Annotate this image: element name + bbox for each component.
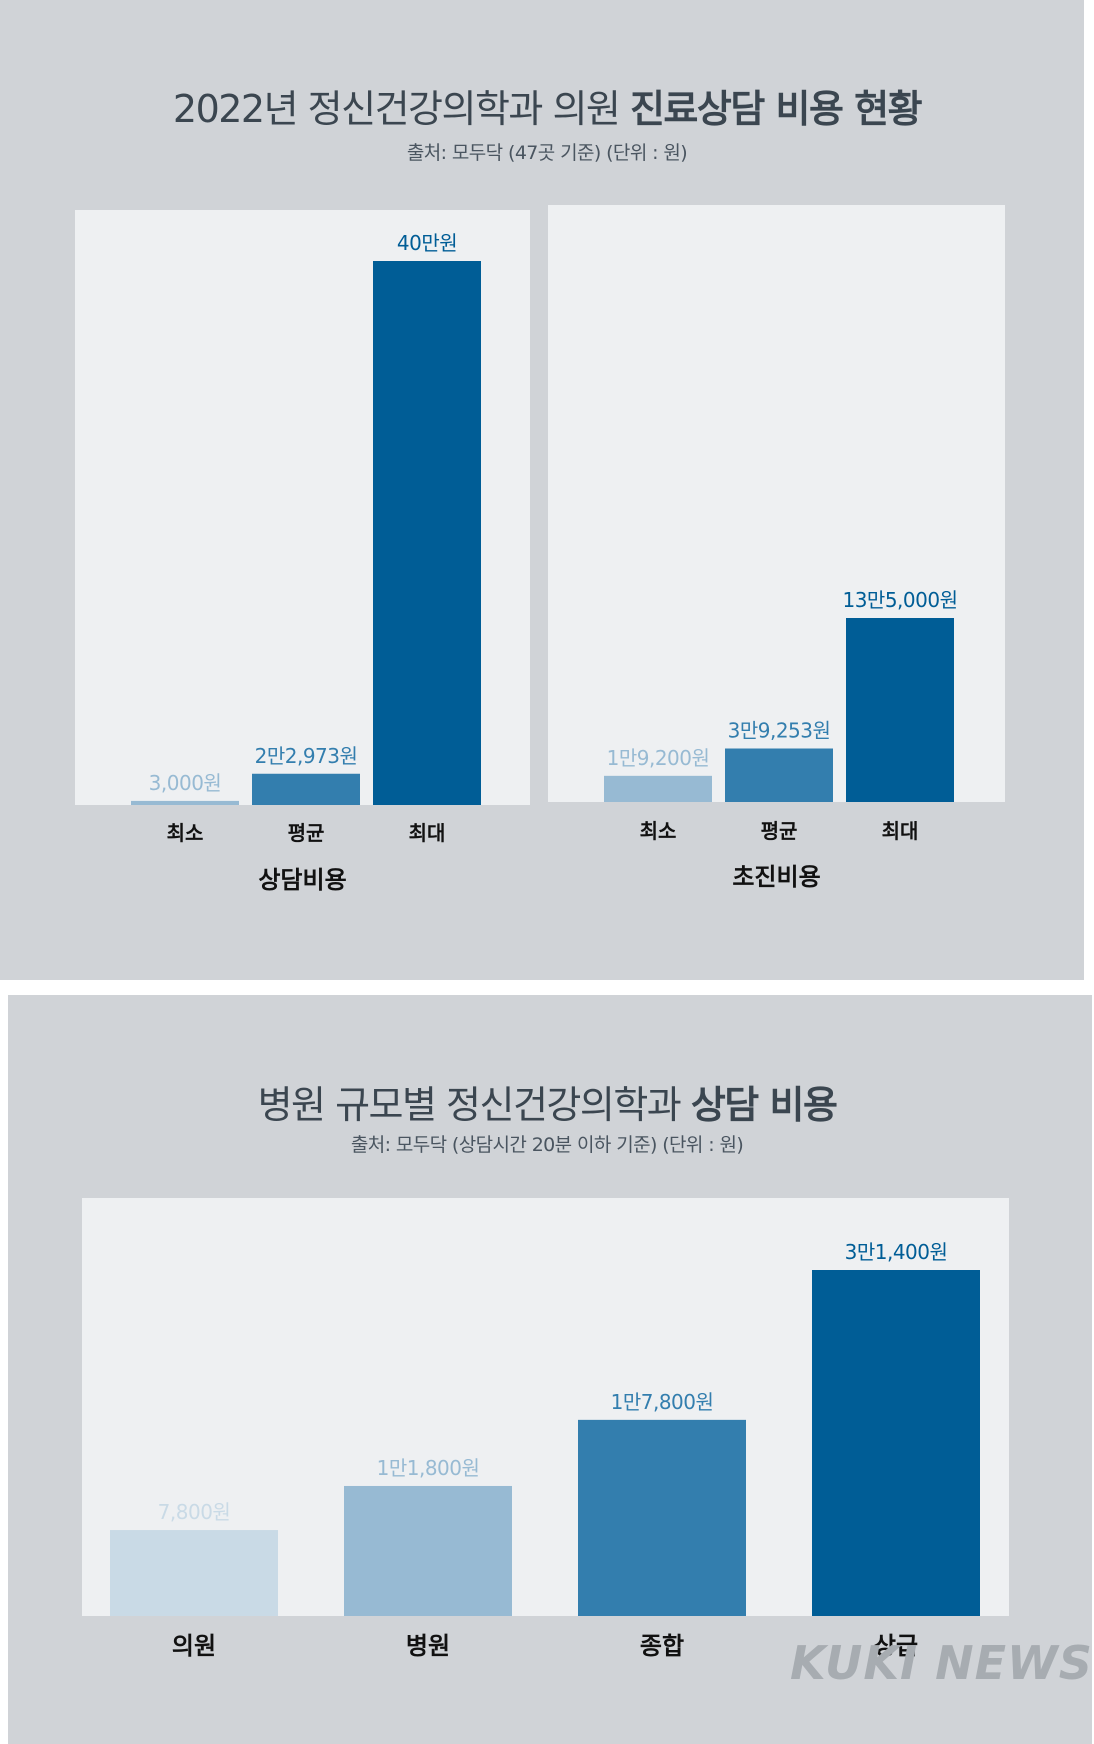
- category-label-3-1: 의원: [172, 1632, 216, 1660]
- category-label-1-1: 최소: [167, 821, 204, 845]
- value-label-1-3: 40만원: [397, 231, 457, 255]
- value-label-2-2: 3만9,253원: [728, 718, 831, 742]
- kukinews-watermark: KUKI NEWS: [790, 1636, 1093, 1690]
- value-label-1-1: 3,000원: [149, 771, 222, 795]
- value-label-3-4: 3만1,400원: [845, 1240, 948, 1264]
- bar-3-2: [344, 1485, 512, 1616]
- bottom-title-bold: 상담 비용: [690, 1083, 838, 1127]
- bar-1-2: [252, 773, 360, 805]
- category-label-3-4: 상급: [874, 1632, 918, 1660]
- bar-1-3: [373, 261, 481, 805]
- bottom-title-prefix: 병원 규모별 정신건강의학과: [257, 1083, 691, 1127]
- bar-2-3: [846, 618, 954, 802]
- bar-3-4: [812, 1270, 980, 1616]
- value-label-1-2: 2만2,973원: [255, 744, 358, 768]
- bar-2-1: [604, 775, 712, 802]
- bar-1-1: [131, 800, 239, 805]
- value-label-3-3: 1만7,800원: [611, 1390, 714, 1414]
- value-label-2-1: 1만9,200원: [607, 746, 710, 770]
- bar-3-3: [578, 1419, 746, 1616]
- chart-title-2: 초진비용: [732, 863, 820, 891]
- category-label-1-2: 평균: [288, 821, 325, 845]
- value-label-2-3: 13만5,000원: [842, 588, 957, 612]
- bottom-subtitle: 출처: 모두닥 (상담시간 20분 이하 기준) (단위 : 원): [350, 1134, 744, 1156]
- category-label-3-3: 종합: [640, 1632, 684, 1660]
- value-label-3-1: 7,800원: [158, 1500, 231, 1524]
- top-subtitle: 출처: 모두닥 (47곳 기준) (단위 : 원): [406, 142, 688, 164]
- category-label-1-3: 최대: [409, 821, 446, 845]
- bar-2-2: [725, 748, 833, 802]
- category-label-2-3: 최대: [882, 819, 919, 843]
- category-label-2-2: 평균: [761, 819, 798, 843]
- bottom-title: 병원 규모별 정신건강의학과 상담 비용: [0, 1074, 1094, 1129]
- chart-title-1: 상담비용: [258, 866, 346, 894]
- bar-3-1: [110, 1530, 278, 1616]
- category-label-3-2: 병원: [406, 1632, 450, 1660]
- top-title-bold: 진료상담 비용 현황: [629, 87, 923, 131]
- top-title-prefix: 2022년 정신건강의학과 의원: [172, 87, 630, 131]
- top-title: 2022년 정신건강의학과 의원 진료상담 비용 현황: [0, 78, 1094, 133]
- category-label-2-1: 최소: [640, 819, 677, 843]
- value-label-3-2: 1만1,800원: [377, 1456, 480, 1480]
